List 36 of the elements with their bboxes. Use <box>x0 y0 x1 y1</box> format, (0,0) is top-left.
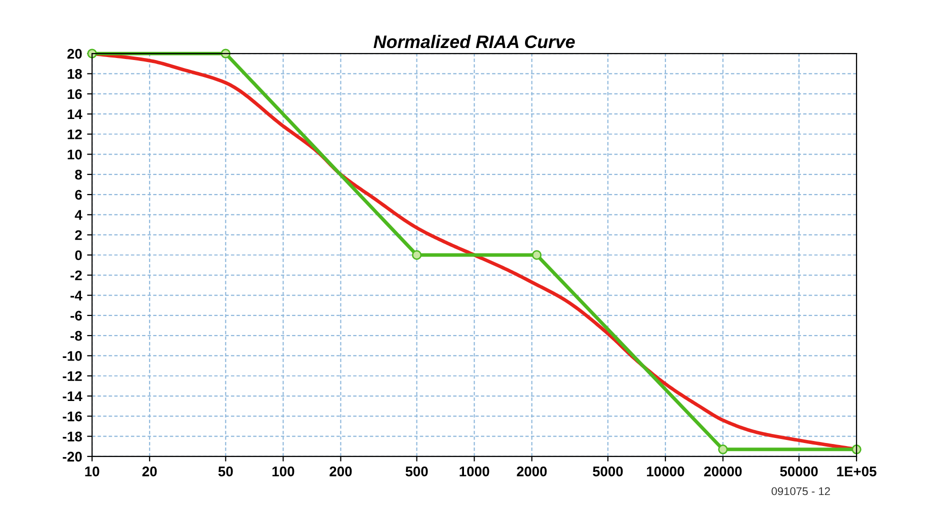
y-tick-label: -18 <box>62 432 82 442</box>
x-tick-label: 1000 <box>460 466 490 476</box>
y-tick-label: 16 <box>68 89 82 100</box>
x-tick-label: 50000 <box>780 466 818 476</box>
y-tick-label: -8 <box>70 330 82 341</box>
x-tick-label: 100 <box>272 466 294 476</box>
y-tick-label: 0 <box>75 250 82 260</box>
y-tick-label: 20 <box>67 48 82 59</box>
x-tick-label: 5000 <box>592 466 623 476</box>
text: 091075 - 12 <box>772 487 830 496</box>
chart-title: Normalized RIAA Curve <box>374 34 575 48</box>
y-tick-label: 12 <box>68 129 82 140</box>
x-tick-label: 50 <box>218 466 233 476</box>
x-tick-label: 1E+05 <box>837 466 876 476</box>
y-tick-label: 10 <box>68 150 82 160</box>
x-tick-label: 200 <box>330 466 352 476</box>
y-tick-label: -20 <box>62 452 82 462</box>
x-tick-label: 20000 <box>704 466 742 476</box>
x-tick-label: 2000 <box>516 466 547 476</box>
y-tick-label: -12 <box>62 371 82 381</box>
y-tick-label: 2 <box>75 230 82 240</box>
y-tick-label: 18 <box>68 69 82 79</box>
y-tick-label: -6 <box>70 310 82 321</box>
y-tick-label: 14 <box>68 109 82 120</box>
y-tick-label: 4 <box>74 210 82 220</box>
x-tick-label: 10 <box>85 466 100 476</box>
x-tick-label: 10000 <box>646 466 684 476</box>
y-tick-label: 6 <box>75 190 82 200</box>
y-tick-label: -16 <box>62 411 82 422</box>
y-tick-label: -2 <box>70 270 82 280</box>
y-tick-label: -10 <box>62 351 82 361</box>
y-tick-label: -14 <box>62 391 82 402</box>
x-tick-label: 20 <box>142 466 157 476</box>
y-tick-label: -4 <box>70 290 82 300</box>
y-tick-label: 8 <box>75 170 82 180</box>
x-tick-label: 500 <box>406 466 428 476</box>
